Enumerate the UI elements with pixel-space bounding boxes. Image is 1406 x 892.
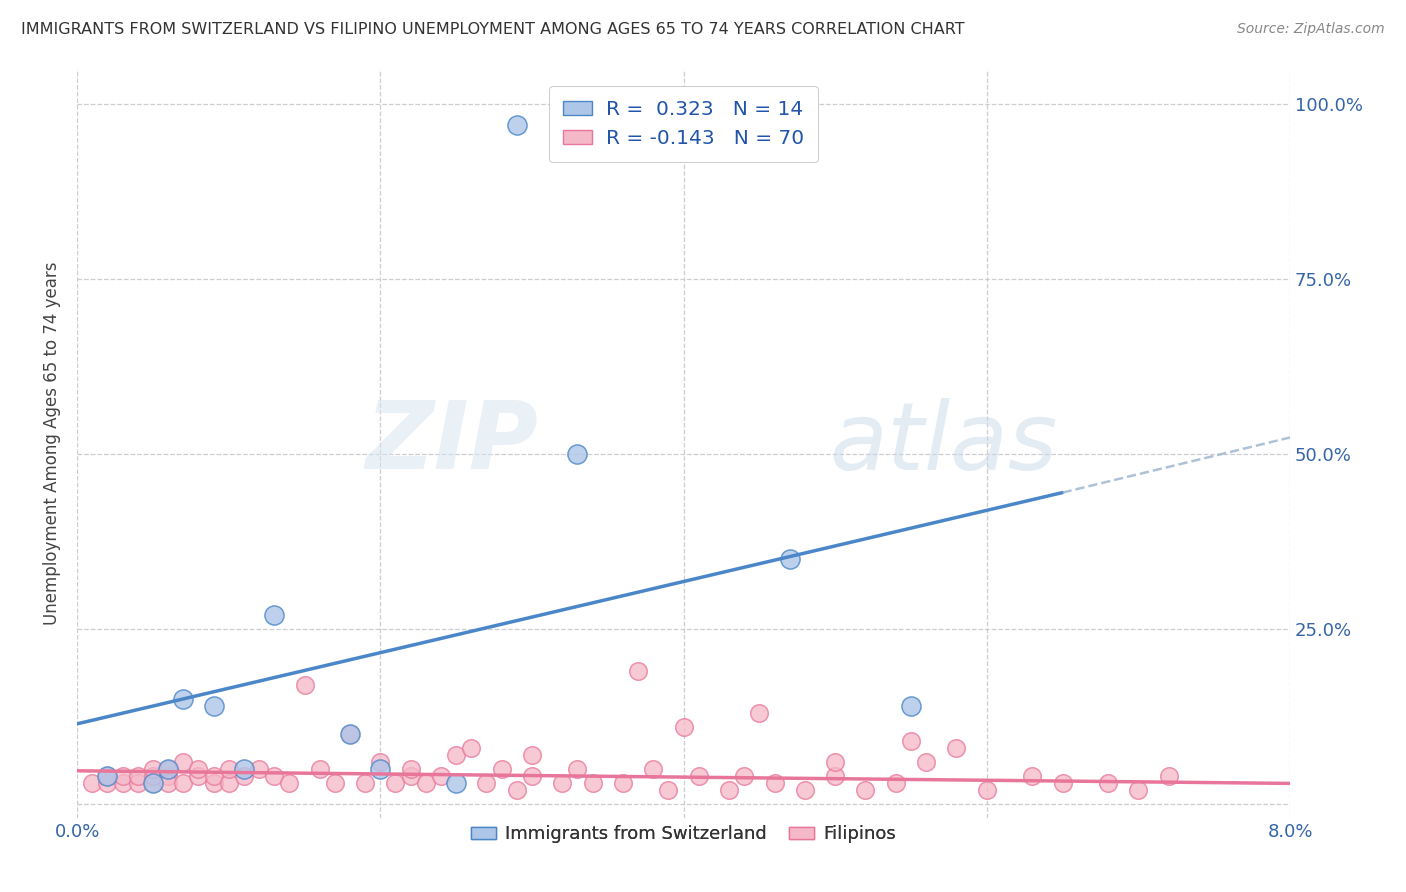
Point	[232, 769, 254, 783]
Text: IMMIGRANTS FROM SWITZERLAND VS FILIPINO UNEMPLOYMENT AMONG AGES 65 TO 74 YEARS C: IMMIGRANTS FROM SWITZERLAND VS FILIPINO …	[21, 22, 965, 37]
Text: ZIP: ZIP	[366, 398, 538, 490]
Point	[157, 763, 180, 777]
Point	[96, 769, 118, 783]
Point	[339, 727, 361, 741]
Point	[294, 678, 316, 692]
Point	[581, 776, 603, 790]
Point	[460, 741, 482, 756]
Point	[430, 769, 453, 783]
Point	[399, 763, 422, 777]
Point	[384, 776, 406, 790]
Point	[263, 608, 285, 623]
Point	[96, 776, 118, 790]
Point	[884, 776, 907, 790]
Point	[945, 741, 967, 756]
Y-axis label: Unemployment Among Ages 65 to 74 years: Unemployment Among Ages 65 to 74 years	[44, 261, 60, 625]
Point	[688, 769, 710, 783]
Point	[308, 763, 330, 777]
Point	[172, 692, 194, 706]
Point	[657, 783, 679, 797]
Point	[157, 776, 180, 790]
Point	[567, 763, 589, 777]
Point	[278, 776, 301, 790]
Point	[339, 727, 361, 741]
Point	[915, 756, 938, 770]
Point	[354, 776, 377, 790]
Point	[111, 769, 134, 783]
Point	[1157, 769, 1180, 783]
Point	[157, 769, 180, 783]
Point	[172, 776, 194, 790]
Point	[263, 769, 285, 783]
Point	[475, 776, 498, 790]
Point	[187, 769, 209, 783]
Point	[627, 665, 650, 679]
Point	[1021, 769, 1043, 783]
Point	[718, 783, 741, 797]
Point	[551, 776, 574, 790]
Text: Source: ZipAtlas.com: Source: ZipAtlas.com	[1237, 22, 1385, 37]
Point	[202, 776, 225, 790]
Point	[824, 756, 846, 770]
Point	[157, 763, 180, 777]
Point	[172, 756, 194, 770]
Point	[567, 447, 589, 461]
Point	[142, 776, 165, 790]
Point	[900, 734, 922, 748]
Point	[643, 763, 665, 777]
Point	[232, 763, 254, 777]
Point	[900, 699, 922, 714]
Point	[748, 706, 770, 721]
Point	[855, 783, 877, 797]
Point	[733, 769, 755, 783]
Point	[763, 776, 786, 790]
Point	[793, 783, 815, 797]
Legend: Immigrants from Switzerland, Filipinos: Immigrants from Switzerland, Filipinos	[464, 818, 903, 851]
Point	[218, 776, 240, 790]
Point	[520, 769, 543, 783]
Point	[323, 776, 346, 790]
Point	[82, 776, 104, 790]
Point	[506, 783, 529, 797]
Point	[824, 769, 846, 783]
Point	[779, 552, 801, 566]
Point	[142, 769, 165, 783]
Point	[202, 699, 225, 714]
Point	[218, 763, 240, 777]
Point	[415, 776, 437, 790]
Point	[370, 756, 392, 770]
Point	[1097, 776, 1119, 790]
Text: atlas: atlas	[830, 398, 1057, 489]
Point	[1128, 783, 1150, 797]
Point	[202, 769, 225, 783]
Point	[520, 748, 543, 763]
Point	[612, 776, 634, 790]
Point	[444, 776, 467, 790]
Point	[1052, 776, 1074, 790]
Point	[96, 769, 118, 783]
Point	[444, 748, 467, 763]
Point	[142, 763, 165, 777]
Point	[111, 776, 134, 790]
Point	[187, 763, 209, 777]
Point	[506, 118, 529, 132]
Point	[672, 720, 695, 734]
Point	[142, 776, 165, 790]
Point	[399, 769, 422, 783]
Point	[976, 783, 998, 797]
Point	[127, 776, 149, 790]
Point	[247, 763, 270, 777]
Point	[370, 763, 392, 777]
Point	[491, 763, 513, 777]
Point	[127, 769, 149, 783]
